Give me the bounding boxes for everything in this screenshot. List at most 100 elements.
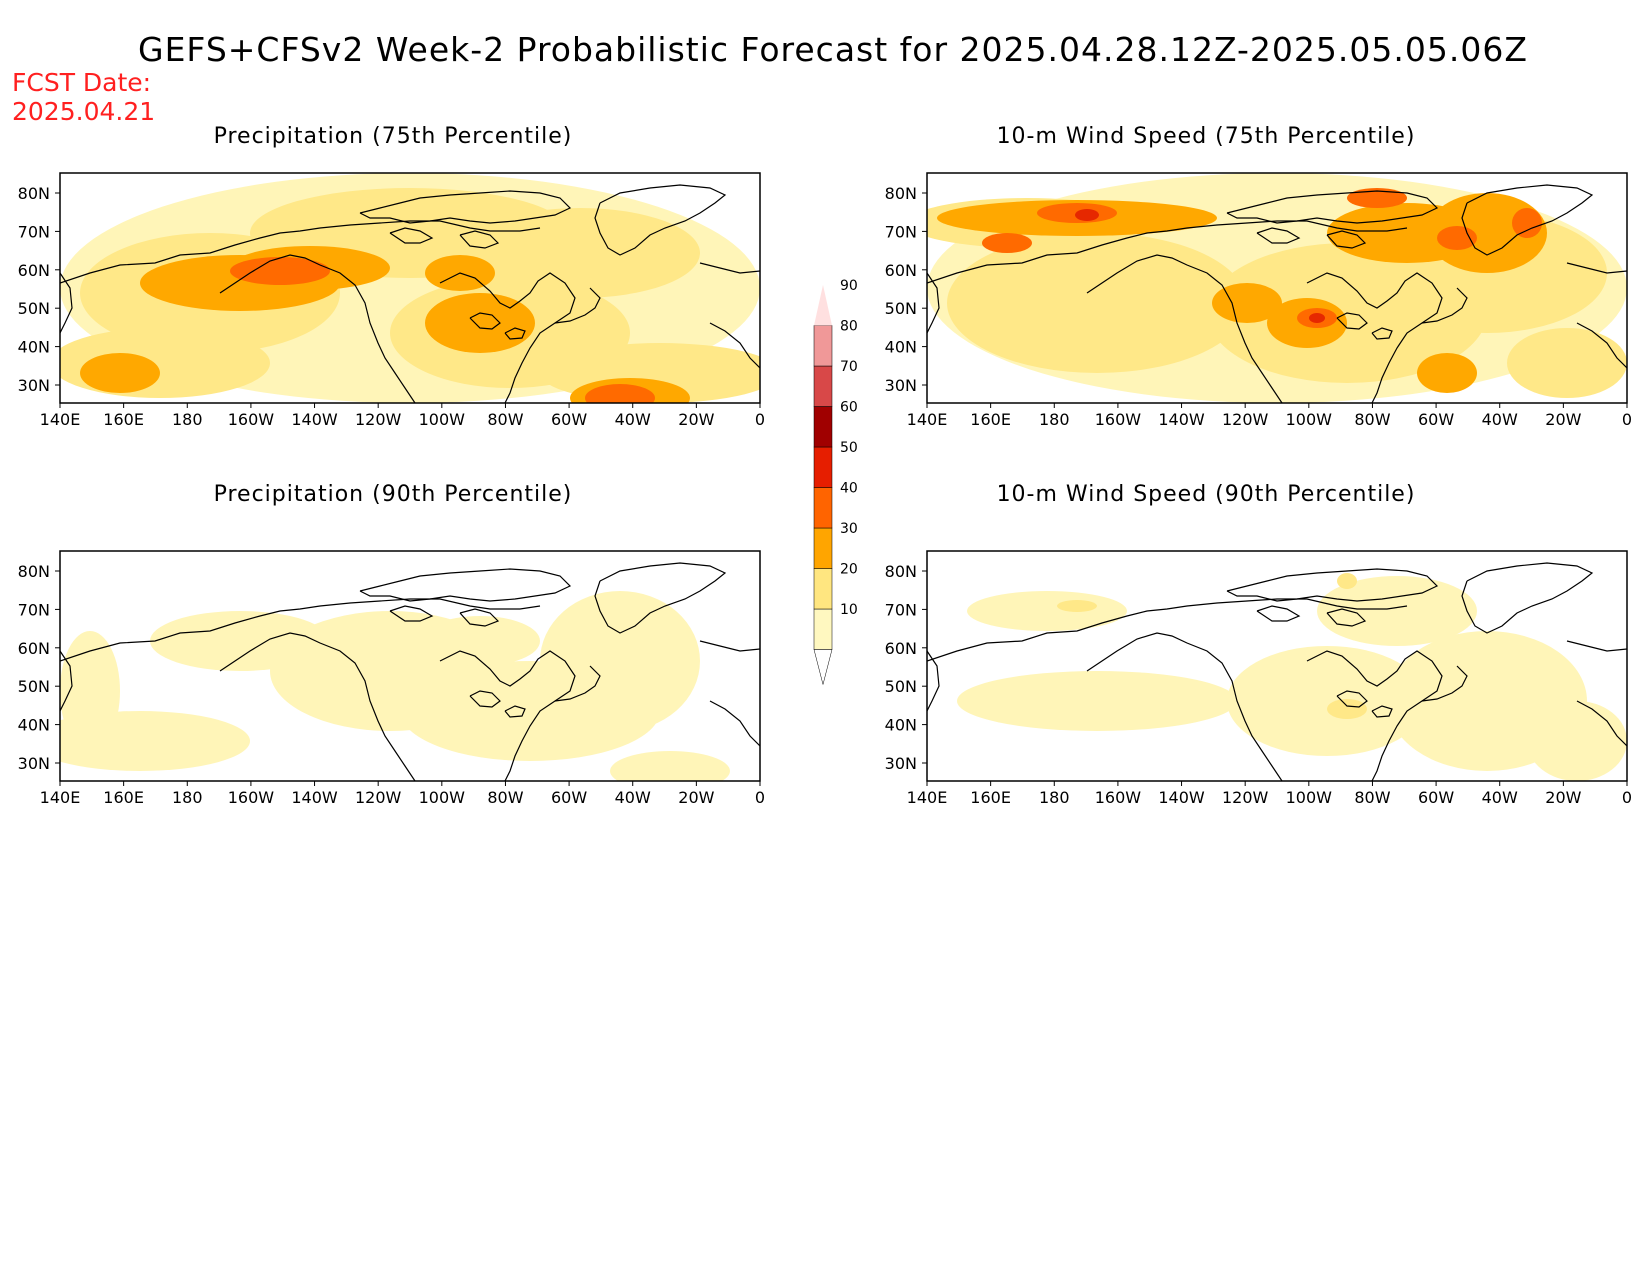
lat-label: 70N <box>18 222 50 241</box>
lon-label: 100W <box>1286 788 1333 807</box>
lat-label: 50N <box>18 299 50 318</box>
probability-region <box>1347 188 1407 208</box>
lon-label: 20W <box>1545 410 1581 429</box>
lat-label: 80N <box>885 184 917 203</box>
panel-title-wind-75: 10-m Wind Speed (75th Percentile) <box>996 124 1416 149</box>
probability-region <box>1417 353 1477 393</box>
coastline <box>459 230 500 249</box>
lat-label: 70N <box>885 600 917 619</box>
lat-label: 80N <box>885 562 917 581</box>
coastline <box>1086 632 1283 781</box>
lon-label: 140W <box>291 788 338 807</box>
lat-label: 40N <box>885 716 917 735</box>
coastline <box>594 562 727 634</box>
probability-region <box>1337 573 1357 589</box>
lat-label: 30N <box>885 754 917 773</box>
forecast-date-value: 2025.04.21 <box>12 97 156 126</box>
probability-region <box>947 233 1247 373</box>
lon-label: 160W <box>228 410 275 429</box>
lon-label: 120W <box>355 788 402 807</box>
colorbar-label: 70 <box>840 359 858 375</box>
forecast-date-label: FCST Date: <box>12 68 152 97</box>
lat-label: 40N <box>885 338 917 357</box>
colorbar-segment <box>813 325 833 367</box>
coastline <box>709 700 760 747</box>
map-precip-75: 80N 70N 60N 50N 40N 30N 140E 160E 180 160W 140W 120… <box>18 172 765 429</box>
probability-region <box>230 257 330 285</box>
colorbar-under-arrow <box>813 649 833 685</box>
coastline <box>554 287 601 324</box>
coastline <box>1306 650 1443 781</box>
panel-title-precip-75: Precipitation (75th Percentile) <box>213 124 573 149</box>
lon-label: 60W <box>551 410 587 429</box>
lon-label: 140W <box>1158 410 1205 429</box>
lon-label: 100W <box>1286 410 1333 429</box>
lon-label: 60W <box>1418 788 1454 807</box>
lat-label: 60N <box>885 261 917 280</box>
coastline <box>439 650 576 781</box>
lat-label: 30N <box>18 754 50 773</box>
panel-title-precip-90: Precipitation (90th Percentile) <box>213 482 573 507</box>
lon-label: 0 <box>1622 788 1632 807</box>
coastline <box>469 690 501 708</box>
lon-label: 120W <box>1222 788 1269 807</box>
colorbar-label: 10 <box>840 602 858 618</box>
colorbar-label: 60 <box>840 400 858 416</box>
probability-region <box>1527 701 1627 781</box>
probability-region <box>1512 208 1542 238</box>
lon-label: 40W <box>1482 788 1518 807</box>
lon-label: 140E <box>907 410 948 429</box>
lon-label: 80W <box>1354 788 1390 807</box>
probability-region <box>610 751 730 781</box>
lon-label: 60W <box>551 788 587 807</box>
coastline <box>699 640 760 652</box>
coastline <box>1566 640 1627 652</box>
coastline <box>1226 190 1439 224</box>
lat-label: 60N <box>885 639 917 658</box>
colorbar-label: 50 <box>840 440 858 456</box>
colorbar-segment <box>813 487 833 529</box>
colorbar-segment <box>813 608 833 650</box>
colorbar-segment <box>813 568 833 610</box>
lon-label: 180 <box>1039 410 1070 429</box>
probability-region <box>1437 226 1477 250</box>
coastline <box>359 568 572 602</box>
coastline <box>504 327 526 340</box>
forecast-title: GEFS+CFSv2 Week-2 Probabilistic Forecast… <box>138 30 1528 69</box>
forecast-date: FCST Date: 2025.04.21 <box>12 68 155 126</box>
lon-label: 140E <box>40 788 81 807</box>
lon-label: 20W <box>678 410 714 429</box>
coastline <box>594 184 727 256</box>
colorbar-label: 30 <box>840 521 858 537</box>
colorbar-label: 80 <box>840 319 858 335</box>
lon-label: 80W <box>1354 410 1390 429</box>
probability-region <box>540 591 700 731</box>
lon-label: 160E <box>970 410 1011 429</box>
coastline <box>927 598 1408 662</box>
coastline <box>389 227 434 244</box>
lon-label: 180 <box>172 788 203 807</box>
coastline <box>1421 287 1468 324</box>
colorbar-segment <box>813 527 833 569</box>
probability-region <box>60 328 270 398</box>
probability-region <box>982 233 1032 253</box>
lon-label: 160E <box>103 410 144 429</box>
coastline <box>60 220 541 284</box>
coastline <box>60 650 73 712</box>
coastline <box>554 665 601 702</box>
coastline <box>504 705 526 718</box>
map-frame <box>59 172 761 404</box>
colorbar-label: 90 <box>840 278 858 294</box>
coastline <box>60 598 541 662</box>
probability-region <box>1227 646 1427 756</box>
lon-label: 40W <box>615 410 651 429</box>
lat-label: 70N <box>885 222 917 241</box>
lon-label: 160W <box>1095 788 1142 807</box>
lat-label: 40N <box>18 716 50 735</box>
lon-label: 140W <box>1158 788 1205 807</box>
lat-label: 60N <box>18 261 50 280</box>
coastline <box>709 322 760 369</box>
panel-title-wind-90: 10-m Wind Speed (90th Percentile) <box>996 482 1416 507</box>
coastline <box>1461 184 1594 256</box>
lat-label: 30N <box>18 376 50 395</box>
